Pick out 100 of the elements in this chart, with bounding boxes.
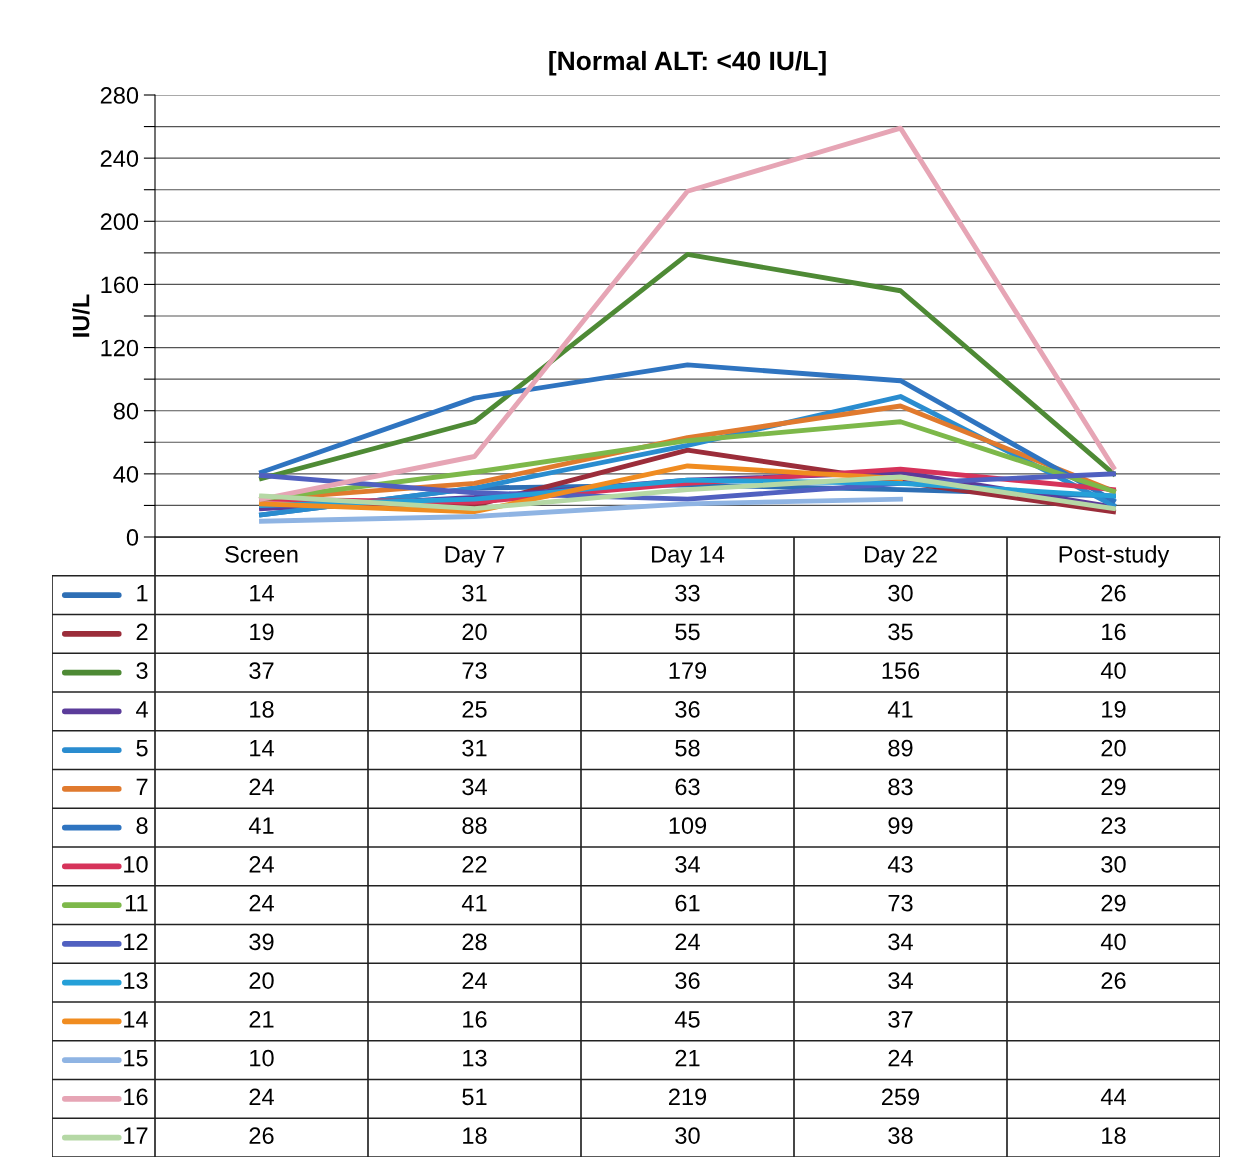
legend-label: 7 <box>136 778 148 795</box>
x-tick-label: Day 22 <box>865 545 937 568</box>
line-series <box>259 125 1116 502</box>
x-tick-label: Post-study <box>1059 545 1170 568</box>
y-tick-label: 120 <box>101 339 139 357</box>
data-label: 73 <box>888 894 913 912</box>
data-label: 28 <box>462 933 487 951</box>
legend-label: 8 <box>136 817 148 834</box>
legend-label: 5 <box>136 739 148 757</box>
data-label: 45 <box>674 1011 700 1028</box>
y-tick-label: 40 <box>113 465 139 483</box>
legend-label: 3 <box>136 662 148 679</box>
data-label: 259 <box>881 1088 920 1106</box>
data-label: 10 <box>250 1049 274 1067</box>
data-label: 37 <box>888 1010 913 1028</box>
data-label: 41 <box>461 894 487 912</box>
data-label: 20 <box>1101 739 1126 757</box>
data-label: 14 <box>250 739 274 757</box>
data-label: 83 <box>888 778 913 796</box>
data-label: 24 <box>249 855 274 873</box>
legend-label: 15 <box>124 1049 148 1067</box>
data-label: 39 <box>249 933 274 951</box>
data-label: 18 <box>1102 1127 1126 1144</box>
data-label: 219 <box>668 1088 707 1106</box>
data-label: 63 <box>675 778 700 796</box>
data-label: 156 <box>882 662 920 679</box>
data-label: 24 <box>249 894 274 912</box>
data-label: 40 <box>1100 933 1126 951</box>
data-label: 37 <box>249 662 274 679</box>
data-label: 34 <box>462 778 487 796</box>
data-label: 88 <box>462 817 487 834</box>
data-label: 24 <box>888 1049 913 1067</box>
data-label: 26 <box>249 1127 274 1144</box>
data-label: 36 <box>675 972 700 989</box>
legend-label: 14 <box>124 1011 148 1028</box>
data-label: 24 <box>462 972 487 989</box>
data-label: 19 <box>250 623 274 641</box>
legend-label: 11 <box>125 894 148 912</box>
line-series <box>259 496 903 524</box>
data-label: 26 <box>1101 972 1126 989</box>
legend-label: 17 <box>124 1127 148 1144</box>
data-label: 29 <box>1101 778 1126 796</box>
chart-title: [Normal ALT: <40 IU/L] <box>549 50 826 76</box>
x-tick-label: Day 7 <box>445 546 505 568</box>
legend-label: 1 <box>137 584 148 602</box>
data-label: 24 <box>249 1088 274 1105</box>
data-label: 55 <box>675 623 700 641</box>
legend-label: 12 <box>124 933 148 950</box>
data-label: 16 <box>1102 623 1126 641</box>
legend-label: 2 <box>136 623 148 640</box>
data-label: 99 <box>888 817 913 834</box>
data-label: 18 <box>463 1127 487 1144</box>
data-label: 29 <box>1101 894 1126 912</box>
y-tick-label: 200 <box>100 213 139 231</box>
data-label: 23 <box>1101 817 1126 834</box>
data-label: 35 <box>888 623 913 641</box>
y-tick-label: 160 <box>101 276 139 294</box>
data-label: 20 <box>462 623 487 641</box>
data-label: 30 <box>888 584 913 602</box>
data-label: 31 <box>462 739 487 757</box>
data-label: 41 <box>248 817 274 834</box>
legend-label: 4 <box>136 701 148 718</box>
data-label: 14 <box>250 584 274 602</box>
data-label: 26 <box>1101 584 1126 602</box>
data-label: 22 <box>462 855 487 873</box>
data-label: 13 <box>463 1049 487 1067</box>
data-label: 73 <box>462 662 487 679</box>
y-axis-title: IU/L <box>72 294 90 337</box>
y-tick-label: 280 <box>100 87 139 104</box>
data-label: 24 <box>675 933 700 950</box>
legend-label: 10 <box>124 855 148 873</box>
data-label: 40 <box>1100 662 1126 679</box>
data-label: 30 <box>675 1127 700 1144</box>
data-label: 31 <box>462 584 487 602</box>
data-label: 58 <box>675 739 700 757</box>
data-label: 16 <box>463 1010 487 1028</box>
data-label: 36 <box>675 700 700 718</box>
y-tick-label: 80 <box>113 402 139 420</box>
data-label: 89 <box>888 739 913 757</box>
legend-label: 13 <box>124 972 148 989</box>
data-label: 38 <box>888 1127 913 1144</box>
data-label: 33 <box>675 584 700 602</box>
data-label: 20 <box>249 972 274 989</box>
data-label: 24 <box>249 778 274 795</box>
data-label: 30 <box>1101 855 1126 873</box>
x-tick-label: Screen <box>225 545 298 563</box>
legend-label: 16 <box>124 1088 148 1106</box>
data-label: 21 <box>249 1010 274 1028</box>
data-label: 44 <box>1100 1088 1126 1105</box>
y-tick-label: 0 <box>126 529 139 546</box>
data-label: 109 <box>669 817 707 834</box>
line-series <box>259 252 1116 482</box>
data-label: 18 <box>250 700 274 718</box>
data-label: 34 <box>888 933 913 951</box>
data-label: 43 <box>887 855 913 873</box>
data-label: 19 <box>1102 700 1126 718</box>
data-label: 34 <box>675 855 700 873</box>
data-label: 61 <box>675 894 700 912</box>
x-tick-label: Day 14 <box>652 546 725 568</box>
data-label: 25 <box>462 700 487 718</box>
